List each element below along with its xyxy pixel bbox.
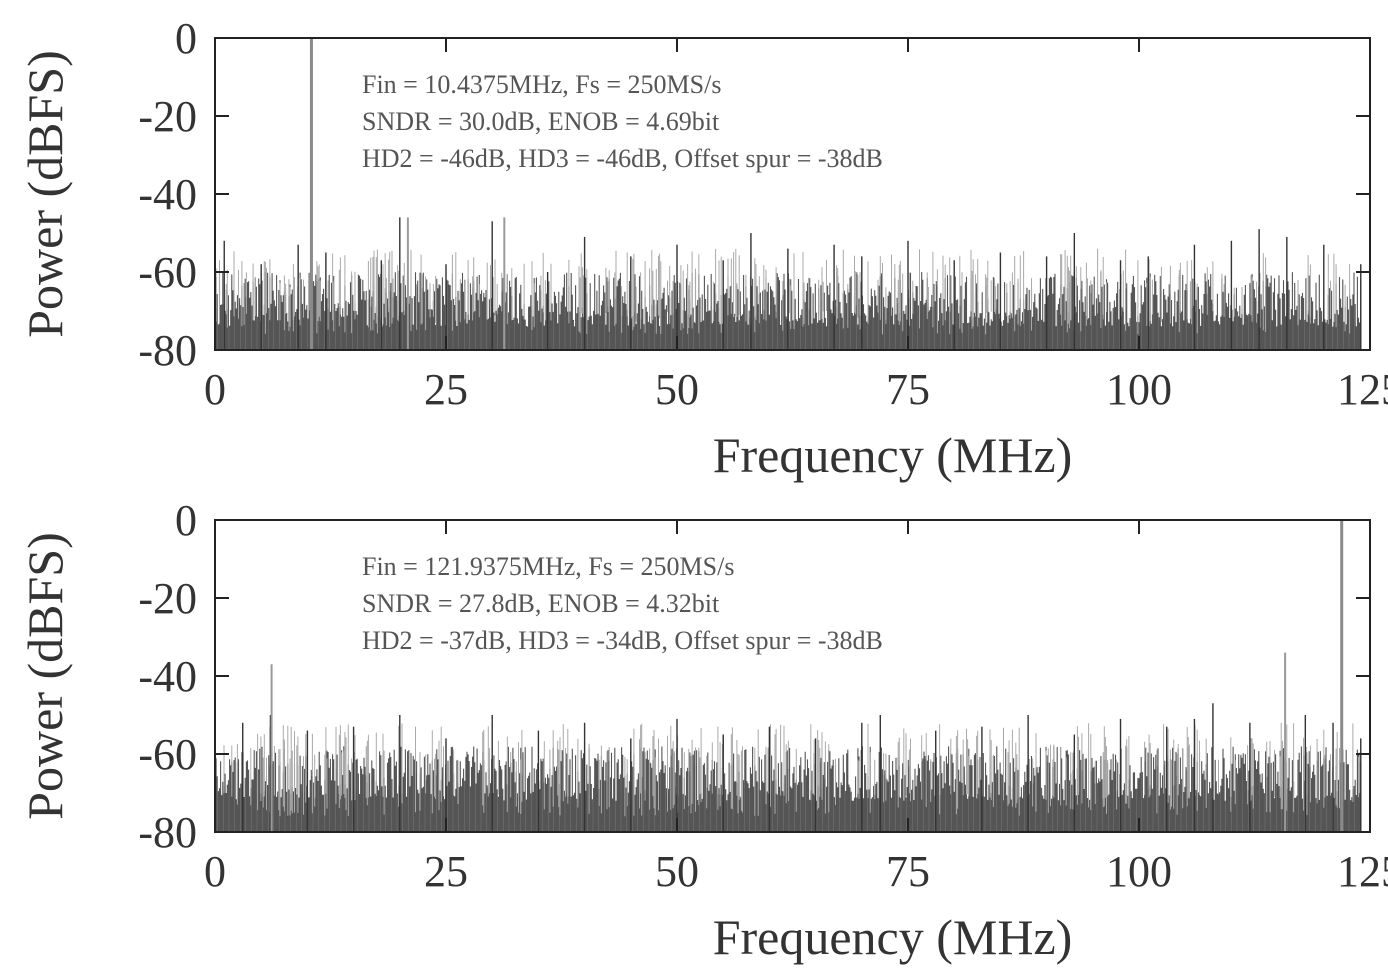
x-tick-label-1: 25 <box>424 365 468 414</box>
x-axis-label: Frequency (MHz) <box>713 909 1073 965</box>
spectrum-chart-bottom: 0-20-40-60-800255075100125Frequency (MHz… <box>17 496 1388 965</box>
annotation-line-0: Fin = 10.4375MHz, Fs = 250MS/s <box>362 70 721 99</box>
x-tick-label-3: 75 <box>886 847 930 896</box>
x-tick-label-4: 100 <box>1106 365 1172 414</box>
y-tick-label-3: -60 <box>138 730 197 779</box>
x-axis-label: Frequency (MHz) <box>713 427 1073 483</box>
y-tick-label-4: -80 <box>138 326 197 375</box>
y-tick-label-2: -40 <box>138 170 197 219</box>
y-tick-label-0: 0 <box>175 14 197 63</box>
x-tick-label-1: 25 <box>424 847 468 896</box>
y-tick-label-2: -40 <box>138 652 197 701</box>
annotation-line-1: SNDR = 30.0dB, ENOB = 4.69bit <box>362 107 720 136</box>
y-tick-label-4: -80 <box>138 808 197 857</box>
annotation-line-0: Fin = 121.9375MHz, Fs = 250MS/s <box>362 552 734 581</box>
spectrum-chart-top: 0-20-40-60-800255075100125Frequency (MHz… <box>17 14 1388 483</box>
annotation-line-1: SNDR = 27.8dB, ENOB = 4.32bit <box>362 589 720 618</box>
x-tick-label-3: 75 <box>886 365 930 414</box>
y-tick-label-1: -20 <box>138 92 197 141</box>
y-axis-label: Power (dBFS) <box>17 532 73 820</box>
x-tick-label-4: 100 <box>1106 847 1172 896</box>
x-tick-label-2: 50 <box>655 847 699 896</box>
x-tick-label-5: 125 <box>1337 365 1388 414</box>
x-tick-label-0: 0 <box>204 365 226 414</box>
x-tick-label-5: 125 <box>1337 847 1388 896</box>
y-tick-label-3: -60 <box>138 248 197 297</box>
annotation-line-2: HD2 = -37dB, HD3 = -34dB, Offset spur = … <box>362 626 883 655</box>
annotation-line-2: HD2 = -46dB, HD3 = -46dB, Offset spur = … <box>362 144 883 173</box>
y-tick-label-0: 0 <box>175 496 197 545</box>
y-axis-label: Power (dBFS) <box>17 50 73 338</box>
x-tick-label-2: 50 <box>655 365 699 414</box>
x-tick-label-0: 0 <box>204 847 226 896</box>
y-tick-label-1: -20 <box>138 574 197 623</box>
